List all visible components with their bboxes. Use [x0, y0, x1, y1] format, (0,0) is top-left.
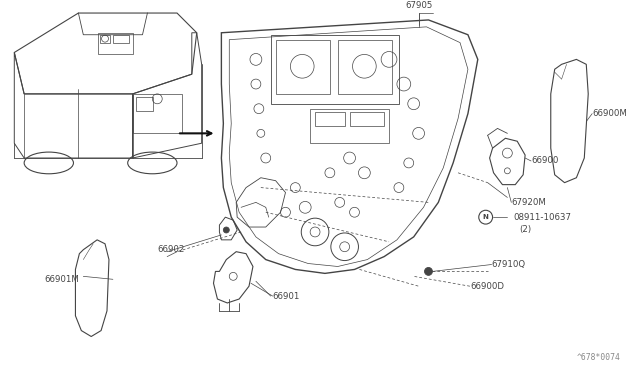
Bar [132, 94, 182, 133]
Bar [271, 35, 399, 104]
Text: N: N [483, 214, 488, 220]
Bar [136, 97, 154, 110]
Bar [338, 40, 392, 94]
Text: 66900M: 66900M [592, 109, 627, 118]
Circle shape [223, 227, 229, 233]
Bar [310, 109, 389, 143]
Text: 66900: 66900 [531, 157, 559, 166]
Bar [276, 40, 330, 94]
Circle shape [424, 267, 433, 275]
Text: 08911-10637: 08911-10637 [513, 213, 572, 222]
Text: 67910Q: 67910Q [492, 260, 525, 269]
Text: 67920M: 67920M [511, 198, 546, 207]
Text: 67905: 67905 [405, 1, 432, 10]
Bar [349, 112, 384, 126]
Bar [98, 33, 132, 54]
Text: 66900D: 66900D [470, 282, 504, 291]
Text: 66901: 66901 [273, 292, 300, 301]
Bar [113, 35, 129, 43]
Bar [100, 35, 110, 43]
Text: (2): (2) [519, 225, 531, 234]
Text: 66901M: 66901M [44, 275, 79, 284]
Text: 66902: 66902 [157, 245, 185, 254]
Text: ^678*0074: ^678*0074 [577, 353, 621, 362]
Bar [315, 112, 345, 126]
